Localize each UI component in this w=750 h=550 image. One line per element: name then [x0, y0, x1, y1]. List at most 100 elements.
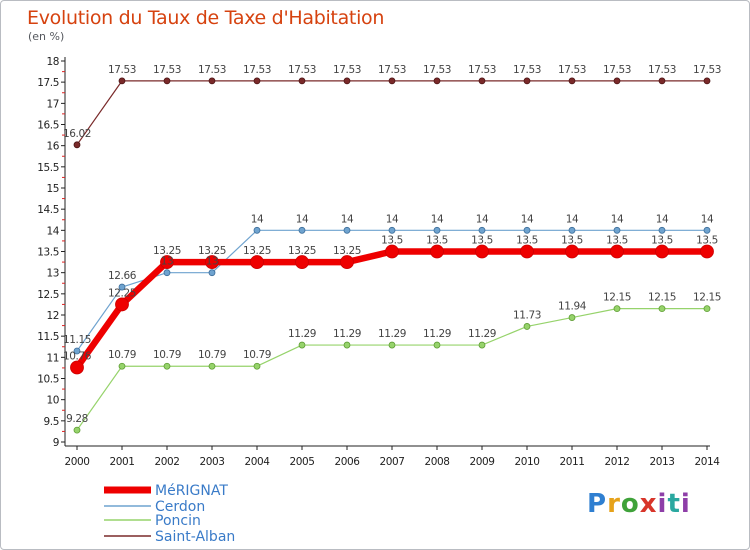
y-tick-label: 13	[46, 268, 59, 280]
data-label-m-rignat: 13.25	[243, 245, 271, 257]
data-point-m-rignat	[430, 244, 444, 259]
data-point-poncin	[658, 305, 666, 313]
data-label-poncin: 9.28	[66, 413, 88, 425]
data-label-cerdon: 14	[341, 213, 354, 225]
proxiti-logo: Proxiti	[587, 489, 691, 519]
data-point-poncin	[208, 362, 216, 370]
data-label-poncin: 12.15	[693, 292, 721, 304]
data-point-m-rignat	[475, 244, 489, 259]
data-label-m-rignat: 13.25	[153, 245, 181, 257]
data-label-cerdon: 14	[386, 213, 399, 225]
data-point-poncin	[568, 314, 576, 321]
series-line-poncin	[76, 308, 708, 431]
data-label-poncin: 10.79	[243, 349, 271, 361]
data-point-cerdon	[703, 226, 711, 234]
data-point-m-rignat	[565, 244, 579, 259]
y-tick-label: 11	[46, 352, 59, 364]
data-point-m-rignat	[70, 360, 84, 375]
data-point-saint-alban	[298, 77, 306, 85]
x-tick-label: 2002	[154, 456, 179, 468]
data-label-cerdon: 12.66	[108, 270, 137, 282]
data-label-cerdon: 14	[521, 213, 534, 225]
y-tick-label: 16	[46, 141, 59, 153]
data-point-m-rignat	[700, 244, 714, 259]
data-point-m-rignat	[340, 255, 354, 269]
data-point-cerdon	[208, 269, 216, 277]
data-point-saint-alban	[73, 141, 81, 149]
data-label-cerdon: 14	[701, 213, 714, 225]
y-tick-label: 17	[46, 98, 59, 110]
data-label-m-rignat: 13.5	[606, 235, 628, 247]
data-label-m-rignat: 13.5	[426, 235, 448, 247]
data-point-saint-alban	[343, 77, 351, 85]
data-label-poncin: 12.15	[648, 292, 676, 304]
y-tick-label: 18	[46, 56, 59, 68]
data-label-saint-alban: 17.53	[693, 64, 721, 76]
data-label-saint-alban: 17.53	[513, 64, 541, 76]
data-label-poncin: 12.15	[603, 292, 631, 304]
data-label-saint-alban: 17.53	[108, 64, 136, 76]
data-label-m-rignat: 13.5	[696, 235, 718, 247]
data-label-saint-alban: 17.53	[378, 64, 406, 76]
data-label-m-rignat: 12.25	[108, 287, 136, 299]
data-point-m-rignat	[655, 244, 669, 259]
data-label-m-rignat: 13.5	[471, 235, 493, 247]
data-label-saint-alban: 17.53	[198, 64, 226, 76]
x-tick-label: 2009	[469, 456, 494, 468]
x-tick-label: 2006	[334, 456, 360, 468]
legend-label-cerdon: Cerdon	[155, 499, 205, 515]
data-label-saint-alban: 17.53	[243, 64, 271, 76]
data-point-saint-alban	[163, 77, 171, 85]
data-point-cerdon	[613, 226, 621, 234]
data-point-cerdon	[343, 226, 351, 234]
data-point-cerdon	[478, 226, 486, 234]
data-label-saint-alban: 17.53	[423, 64, 451, 76]
data-label-m-rignat: 13.5	[651, 235, 673, 247]
data-point-cerdon	[298, 226, 306, 234]
data-label-cerdon: 14	[296, 213, 309, 225]
data-label-m-rignat: 13.5	[381, 235, 403, 247]
data-label-saint-alban: 16.02	[63, 128, 91, 140]
series-line-saint-alban	[76, 80, 708, 146]
data-label-m-rignat: 13.25	[333, 245, 361, 257]
data-label-cerdon: 11.15	[63, 334, 91, 346]
data-point-saint-alban	[523, 77, 531, 85]
data-point-m-rignat	[610, 244, 624, 259]
chart-unit-label: (en %)	[28, 30, 65, 43]
data-point-poncin	[253, 362, 261, 370]
data-point-saint-alban	[388, 77, 396, 85]
x-tick-label: 2012	[604, 456, 629, 468]
data-label-cerdon: 14	[476, 213, 489, 225]
data-point-cerdon	[658, 226, 666, 234]
data-label-cerdon: 14	[251, 213, 264, 225]
data-point-cerdon	[433, 226, 441, 234]
data-point-m-rignat	[115, 297, 129, 312]
data-label-poncin: 11.73	[513, 309, 541, 321]
data-point-cerdon	[118, 283, 126, 291]
data-point-poncin	[343, 341, 351, 349]
data-point-saint-alban	[703, 77, 711, 85]
data-label-poncin: 11.29	[378, 328, 406, 340]
y-tick-label: 16.5	[37, 120, 59, 132]
y-tick-label: 9	[53, 437, 59, 449]
data-point-cerdon	[73, 347, 81, 355]
data-label-saint-alban: 17.53	[153, 64, 181, 76]
data-point-poncin	[613, 305, 621, 313]
y-tick-label: 10	[46, 395, 59, 407]
data-label-m-rignat: 13.5	[516, 235, 538, 247]
y-tick-label: 17.5	[37, 77, 59, 89]
data-point-m-rignat	[160, 255, 174, 269]
data-label-m-rignat: 13.5	[561, 235, 583, 247]
data-label-poncin: 11.94	[558, 301, 587, 313]
x-tick-label: 2003	[199, 456, 224, 468]
data-label-saint-alban: 17.53	[333, 64, 361, 76]
data-point-saint-alban	[118, 77, 126, 85]
data-label-cerdon: 14	[656, 213, 669, 225]
data-label-cerdon: 14	[611, 213, 624, 225]
data-label-saint-alban: 17.53	[648, 64, 676, 76]
data-point-m-rignat	[205, 255, 219, 269]
data-point-poncin	[298, 341, 306, 349]
x-tick-label: 2001	[109, 456, 134, 468]
legend-label-m-rignat: MéRIGNAT	[155, 483, 228, 499]
